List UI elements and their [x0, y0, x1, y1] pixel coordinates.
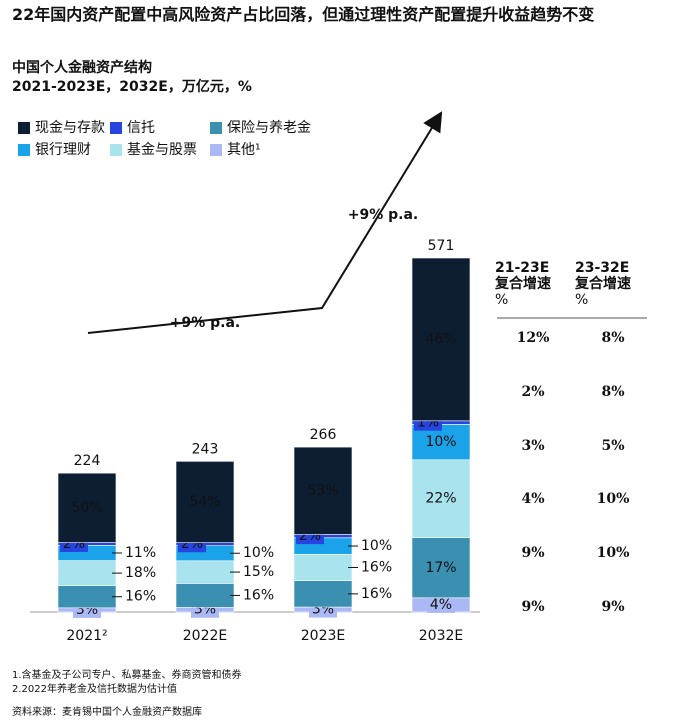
legend-swatch	[110, 144, 122, 156]
table-cell: 9%	[521, 545, 544, 561]
data-label: 18%	[125, 565, 156, 581]
bar-segment	[293, 580, 353, 608]
total-label: 266	[310, 427, 337, 443]
bar-segment	[293, 446, 353, 535]
bar-segment	[57, 585, 117, 609]
bar-segment	[175, 583, 235, 608]
data-label: 11%	[125, 545, 156, 561]
legend-label: 银行理财	[35, 142, 91, 158]
legend-swatch	[210, 144, 222, 156]
x-tick-label: 2032E	[419, 628, 463, 644]
source: 资料来源：麦肯锡中国个人金融资产数据库	[12, 705, 202, 718]
legend-label: 基金与股票	[127, 141, 197, 158]
data-label: 16%	[361, 586, 392, 602]
annotation: +9% p.a.	[170, 315, 240, 331]
total-label: 243	[192, 441, 219, 457]
subtitle: 中国个人金融资产结构	[12, 59, 152, 76]
table-header: 复合增速	[574, 275, 631, 292]
legend-swatch	[18, 122, 30, 134]
bar-segment	[411, 257, 471, 422]
bar-segment	[411, 537, 471, 599]
annotation: +9% p.a.	[348, 207, 418, 223]
legend-label: 保险与养老金	[227, 120, 311, 136]
table-header: 复合增速	[494, 275, 551, 292]
table-cell: 8%	[601, 384, 624, 400]
x-tick-label: 2021²	[66, 628, 107, 644]
data-label: 10%	[361, 538, 392, 554]
data-label: 10%	[425, 434, 456, 450]
table-cell: 9%	[601, 599, 624, 615]
data-label: 16%	[125, 589, 156, 605]
growth-arrow	[87, 111, 443, 334]
subtitle: 2021-2023E，2032E，万亿元，%	[12, 78, 252, 95]
legend-swatch	[18, 144, 30, 156]
label-box	[427, 596, 455, 613]
bar-segment	[175, 461, 235, 544]
table-cell: 3%	[521, 438, 544, 454]
table-cell: 10%	[597, 545, 630, 561]
data-label: 4%	[430, 597, 452, 613]
data-label: 50%	[71, 500, 102, 516]
data-label: 10%	[243, 545, 274, 561]
legend-swatch	[110, 122, 122, 134]
table-header: %	[575, 292, 588, 308]
table-header: 23-32E	[575, 260, 629, 276]
data-label: 17%	[425, 560, 456, 576]
legend-label: 其他¹	[227, 142, 261, 158]
bar-segment	[411, 459, 471, 538]
x-tick-label: 2022E	[183, 628, 227, 644]
total-label: 571	[428, 238, 455, 254]
table-cell: 12%	[517, 330, 550, 346]
data-label: 53%	[307, 483, 338, 499]
footnote: 1.含基金及子公司专户、私募基金、券商资管和债券	[12, 668, 242, 681]
data-label: 16%	[361, 559, 392, 575]
data-label: 22%	[425, 491, 456, 507]
table-header: 21-23E	[495, 260, 549, 276]
table-header: %	[495, 292, 508, 308]
table-cell: 5%	[601, 438, 624, 454]
bar-segment	[293, 553, 353, 581]
table-cell: 4%	[521, 491, 544, 507]
bar-segment	[175, 560, 235, 584]
x-tick-label: 2023E	[301, 628, 345, 644]
bar-segment	[57, 472, 117, 543]
table-cell: 10%	[597, 491, 630, 507]
chart-title: 22年国内资产配置中高风险资产占比回落，但通过理性资产配置提升收益趋势不变	[12, 5, 595, 24]
table-cell: 8%	[601, 330, 624, 346]
legend-label: 现金与存款	[35, 120, 105, 136]
table-cell: 2%	[521, 384, 544, 400]
legend-swatch	[210, 122, 222, 134]
legend-label: 信托	[127, 120, 155, 136]
table-cell: 9%	[521, 599, 544, 615]
bar-segment	[57, 560, 117, 586]
data-label: 46%	[425, 331, 456, 347]
data-label: 15%	[243, 564, 274, 580]
data-label: 16%	[243, 587, 274, 603]
footnote: 2.2022年养老金及信托数据为估计值	[12, 682, 177, 695]
total-label: 224	[74, 453, 101, 469]
data-label: 54%	[189, 494, 220, 510]
